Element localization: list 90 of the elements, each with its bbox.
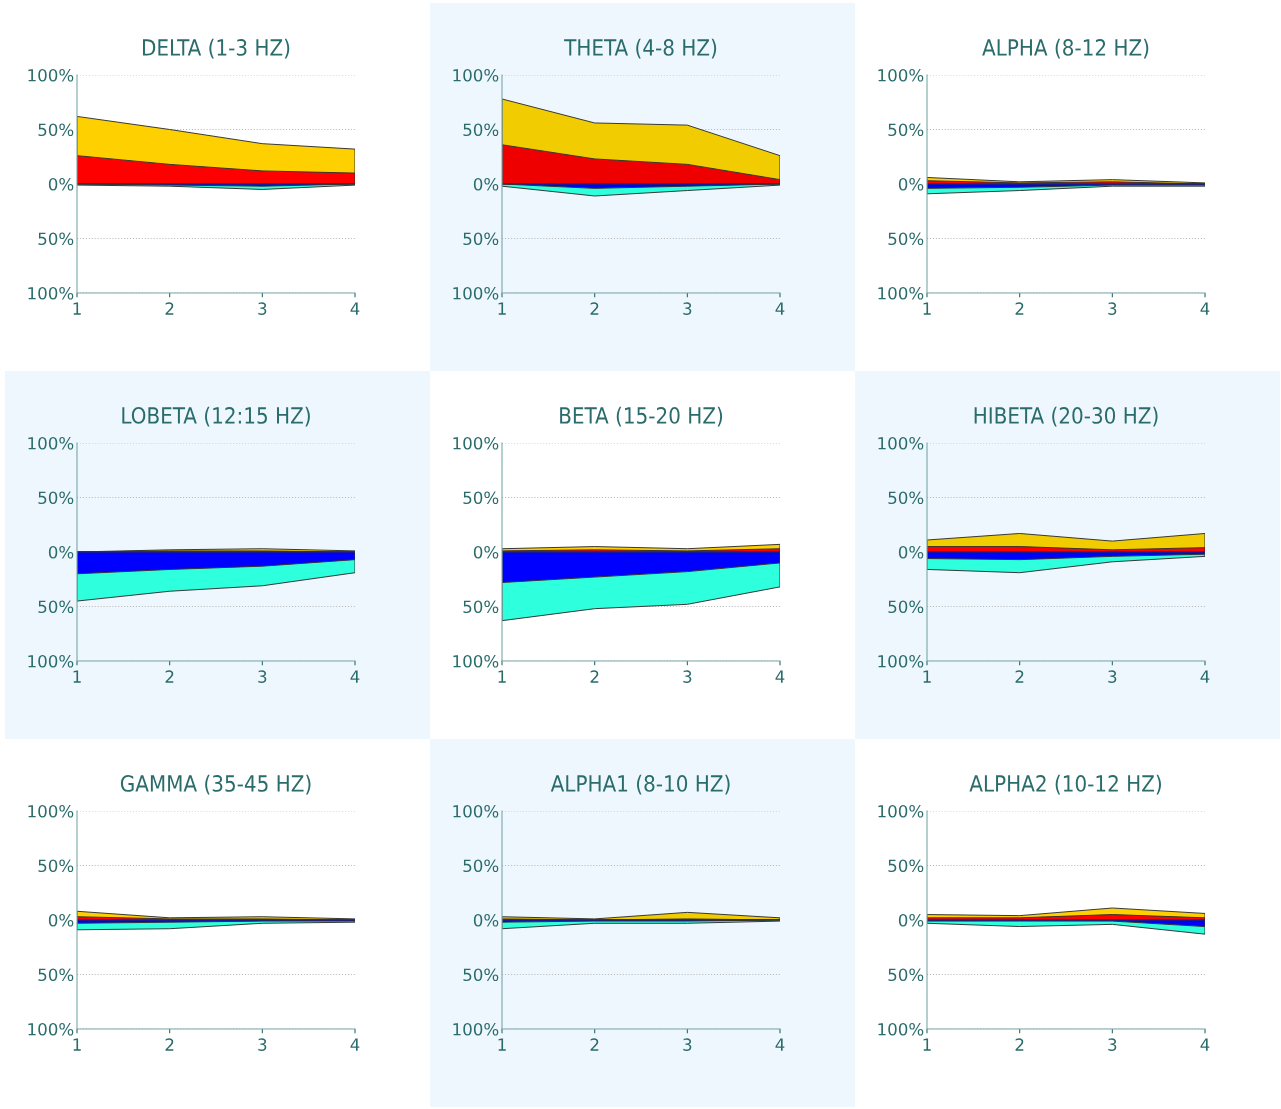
chart-title: ALPHA1 (8-10 HZ) — [550, 774, 730, 795]
x-tick-label: 3 — [683, 1038, 692, 1051]
chart-title: BETA (15-20 HZ) — [560, 406, 723, 427]
y-tick-label: 0% — [898, 177, 924, 191]
y-tick-label: 100% — [28, 436, 74, 450]
chart-title: GAMMA (35-45 HZ) — [120, 774, 311, 795]
y-tick-label: 50% — [38, 859, 74, 873]
x-tick-label: 1 — [73, 670, 81, 683]
y-tick-label: 100% — [28, 804, 74, 818]
x-tick-label: 3 — [1108, 1038, 1117, 1051]
y-tick-label: 100% — [878, 68, 924, 82]
y-tick-label: 0% — [898, 545, 924, 559]
y-tick-label: 0% — [473, 177, 499, 191]
x-tick-label: 1 — [73, 302, 81, 315]
chart-title: ALPHA2 (10-12 HZ) — [969, 774, 1161, 795]
y-tick-label: 50% — [38, 968, 74, 982]
y-tick-label: 50% — [38, 491, 74, 505]
y-tick-label: 50% — [463, 600, 499, 614]
x-tick-label: 3 — [258, 1038, 267, 1051]
y-tick-label: 100% — [28, 1022, 74, 1036]
x-tick-label: 4 — [775, 302, 785, 315]
x-tick-label: 2 — [1015, 670, 1024, 683]
x-tick-label: 4 — [350, 302, 360, 315]
y-tick-label: 50% — [463, 968, 499, 982]
x-tick-label: 2 — [590, 302, 599, 315]
y-tick-label: 50% — [463, 232, 499, 246]
x-tick-label: 1 — [73, 1038, 81, 1051]
x-tick-label: 3 — [258, 670, 267, 683]
x-tick-label: 4 — [1200, 670, 1210, 683]
y-tick-label: 100% — [453, 436, 499, 450]
y-tick-label: 50% — [888, 491, 924, 505]
chart-title: HIBETA (20-30 HZ) — [974, 406, 1158, 427]
x-tick-label: 4 — [775, 1038, 785, 1051]
y-tick-label: 50% — [463, 491, 499, 505]
y-tick-label: 50% — [38, 232, 74, 246]
y-tick-label: 100% — [878, 286, 924, 300]
x-tick-label: 1 — [923, 1038, 931, 1051]
x-tick-label: 1 — [923, 302, 931, 315]
chart-title: THETA (4-8 HZ) — [564, 38, 717, 59]
x-tick-label: 3 — [683, 302, 692, 315]
y-tick-label: 50% — [38, 123, 74, 137]
x-tick-label: 3 — [258, 302, 267, 315]
y-tick-label: 0% — [48, 177, 74, 191]
chart-title: DELTA (1-3 HZ) — [142, 38, 290, 59]
x-tick-label: 3 — [683, 670, 692, 683]
y-tick-label: 100% — [453, 68, 499, 82]
x-tick-label: 4 — [350, 670, 360, 683]
y-tick-label: 100% — [878, 1022, 924, 1036]
x-tick-label: 1 — [498, 302, 506, 315]
y-tick-label: 100% — [878, 804, 924, 818]
x-tick-label: 1 — [923, 670, 931, 683]
x-tick-label: 2 — [590, 670, 599, 683]
y-tick-label: 50% — [888, 232, 924, 246]
x-tick-label: 2 — [165, 1038, 174, 1051]
x-tick-label: 2 — [1015, 1038, 1024, 1051]
x-tick-label: 4 — [775, 670, 785, 683]
y-tick-label: 100% — [878, 654, 924, 668]
x-tick-label: 3 — [1108, 302, 1117, 315]
y-tick-label: 100% — [28, 286, 74, 300]
y-tick-label: 0% — [48, 545, 74, 559]
y-tick-label: 100% — [453, 1022, 499, 1036]
x-tick-label: 3 — [1108, 670, 1117, 683]
y-tick-label: 50% — [888, 859, 924, 873]
x-tick-label: 2 — [1015, 302, 1024, 315]
y-tick-label: 0% — [473, 913, 499, 927]
x-tick-label: 1 — [498, 670, 506, 683]
x-tick-label: 4 — [350, 1038, 360, 1051]
y-tick-label: 50% — [463, 859, 499, 873]
y-tick-label: 100% — [28, 654, 74, 668]
y-tick-label: 0% — [898, 913, 924, 927]
y-tick-label: 0% — [473, 545, 499, 559]
y-tick-label: 100% — [453, 804, 499, 818]
y-tick-label: 50% — [888, 968, 924, 982]
x-tick-label: 1 — [498, 1038, 506, 1051]
y-tick-label: 50% — [463, 123, 499, 137]
x-tick-label: 2 — [590, 1038, 599, 1051]
y-tick-label: 50% — [888, 123, 924, 137]
y-tick-label: 100% — [453, 654, 499, 668]
x-tick-label: 2 — [165, 670, 174, 683]
y-tick-label: 100% — [453, 286, 499, 300]
x-tick-label: 4 — [1200, 302, 1210, 315]
y-tick-label: 100% — [878, 436, 924, 450]
chart-title: ALPHA (8-12 HZ) — [982, 38, 1149, 59]
y-tick-label: 50% — [888, 600, 924, 614]
x-tick-label: 2 — [165, 302, 174, 315]
y-tick-label: 50% — [38, 600, 74, 614]
x-tick-label: 4 — [1200, 1038, 1210, 1051]
y-tick-label: 0% — [48, 913, 74, 927]
y-tick-label: 100% — [28, 68, 74, 82]
chart-title: LOBETA (12:15 HZ) — [122, 406, 310, 427]
